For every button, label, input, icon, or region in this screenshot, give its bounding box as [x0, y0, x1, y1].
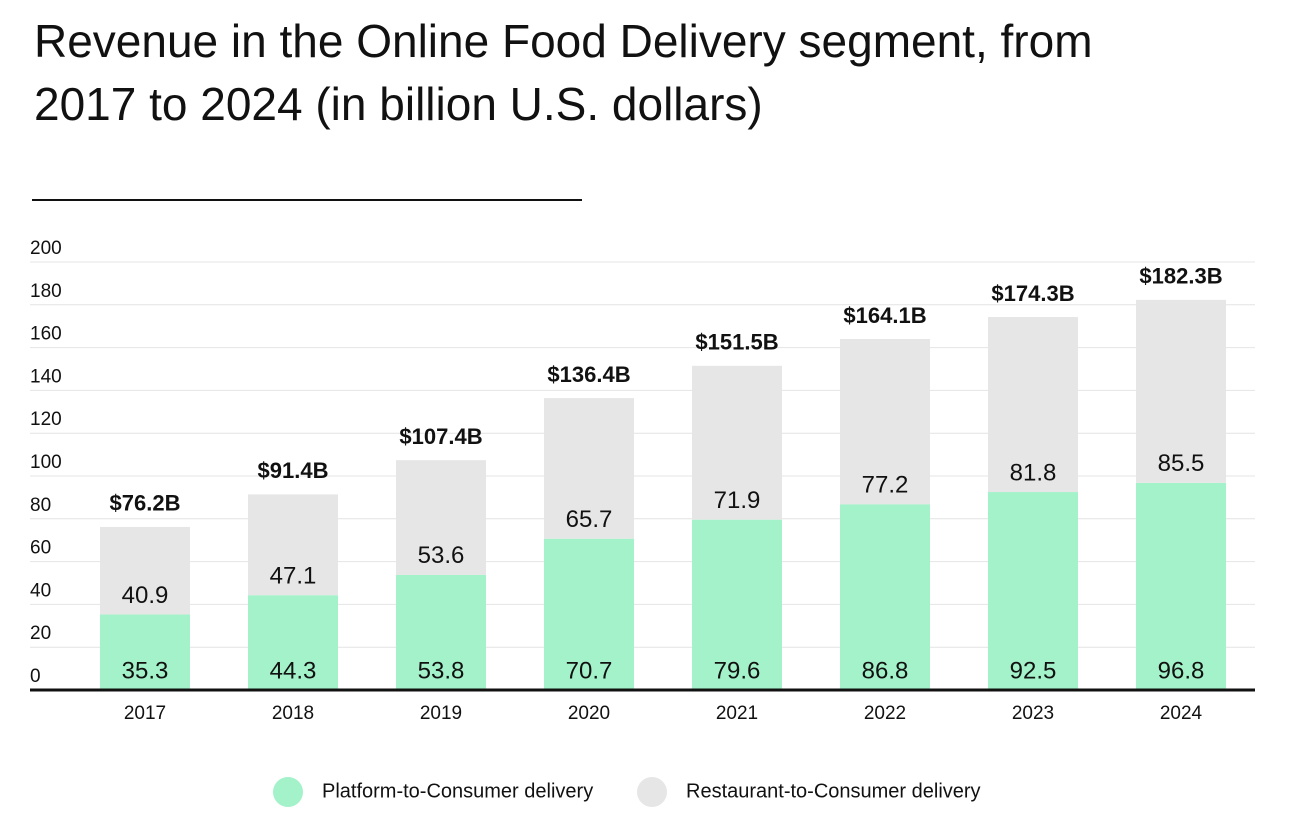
x-tick-label: 2020: [568, 703, 610, 724]
bar-segment: [1136, 299, 1226, 483]
value-label: 53.8: [418, 657, 465, 684]
total-label: $136.4B: [547, 362, 630, 387]
bar-segment: [248, 595, 338, 690]
x-tick-label: 2023: [1012, 703, 1054, 724]
value-label: 47.1: [270, 563, 317, 590]
y-tick-label: 40: [30, 580, 51, 601]
x-tick-label: 2018: [272, 703, 314, 724]
x-tick-label: 2017: [124, 703, 166, 724]
bar-segment: [840, 504, 930, 690]
chart-title: 2017 to 2024 (in billion U.S. dollars): [34, 78, 763, 130]
x-tick-label: 2021: [716, 703, 758, 724]
bar-segment: [544, 538, 634, 690]
value-label: 81.8: [1010, 459, 1057, 486]
value-label: 40.9: [122, 582, 169, 609]
bar-segment: [692, 365, 782, 520]
legend-swatch: [637, 777, 667, 807]
legend-swatch: [273, 777, 303, 807]
value-label: 85.5: [1158, 450, 1205, 477]
value-label: 70.7: [566, 657, 613, 684]
x-tick-label: 2024: [1160, 703, 1203, 724]
total-label: $174.3B: [991, 281, 1074, 306]
x-tick-label: 2019: [420, 703, 462, 724]
legend-label: Restaurant-to-Consumer delivery: [686, 780, 981, 802]
total-label: $91.4B: [258, 458, 329, 483]
y-tick-label: 120: [30, 409, 62, 430]
y-tick-label: 160: [30, 324, 62, 345]
chart-title: Revenue in the Online Food Delivery segm…: [34, 15, 1093, 67]
value-label: 96.8: [1158, 657, 1205, 684]
y-tick-label: 80: [30, 495, 51, 516]
bar-segment: [1136, 482, 1226, 690]
value-label: 35.3: [122, 657, 169, 684]
y-tick-label: 140: [30, 366, 62, 387]
bar-segment: [396, 460, 486, 575]
total-label: $107.4B: [399, 424, 482, 449]
value-label: 44.3: [270, 657, 317, 684]
value-label: 53.6: [418, 542, 465, 569]
bar-segment: [100, 526, 190, 615]
legend-label: Platform-to-Consumer delivery: [322, 780, 593, 802]
y-tick-label: 0: [30, 666, 41, 687]
y-tick-label: 200: [30, 238, 62, 259]
bar-segment: [100, 614, 190, 690]
bar-segment: [396, 574, 486, 690]
bar-segment: [840, 339, 930, 505]
value-label: 71.9: [714, 487, 761, 514]
y-tick-label: 180: [30, 281, 62, 302]
value-label: 79.6: [714, 657, 761, 684]
bar-segment: [544, 398, 634, 539]
y-tick-label: 100: [30, 452, 62, 473]
bar-segment: [248, 494, 338, 596]
bar-segment: [988, 316, 1078, 493]
y-tick-label: 20: [30, 623, 51, 644]
total-label: $182.3B: [1139, 264, 1222, 289]
value-label: 86.8: [862, 657, 909, 684]
value-label: 77.2: [862, 472, 909, 499]
value-label: 65.7: [566, 506, 613, 533]
x-tick-label: 2022: [864, 703, 906, 724]
total-label: $76.2B: [110, 491, 181, 516]
total-label: $151.5B: [695, 330, 778, 355]
total-label: $164.1B: [843, 303, 926, 328]
value-label: 92.5: [1010, 657, 1057, 684]
bar-segment: [692, 519, 782, 690]
bar-segment: [988, 492, 1078, 690]
y-tick-label: 60: [30, 538, 51, 559]
